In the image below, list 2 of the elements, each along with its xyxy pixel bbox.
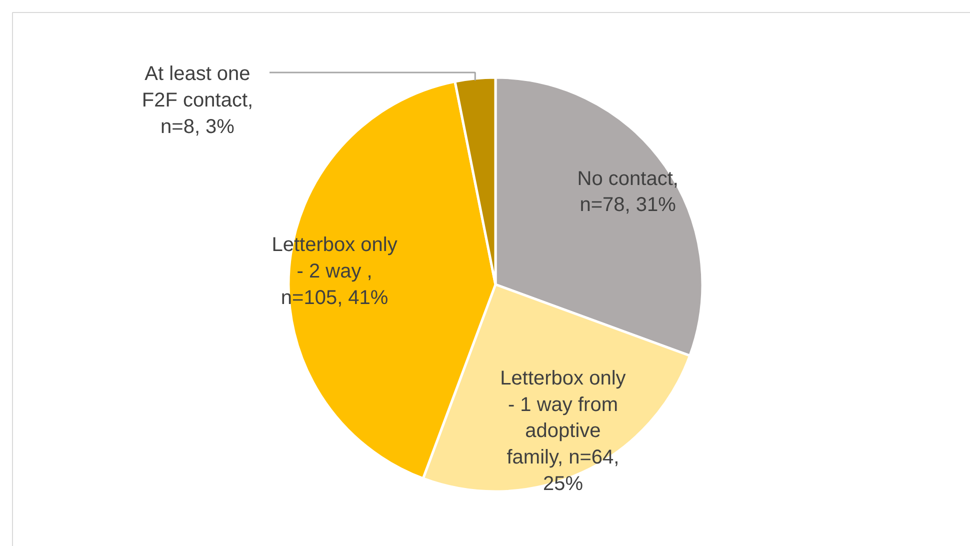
slice-label: At least one F2F contact, n=8, 3%	[142, 63, 254, 138]
slice-label: Letterbox only - 1 way from adoptive family, n=64, 25%	[500, 367, 626, 495]
